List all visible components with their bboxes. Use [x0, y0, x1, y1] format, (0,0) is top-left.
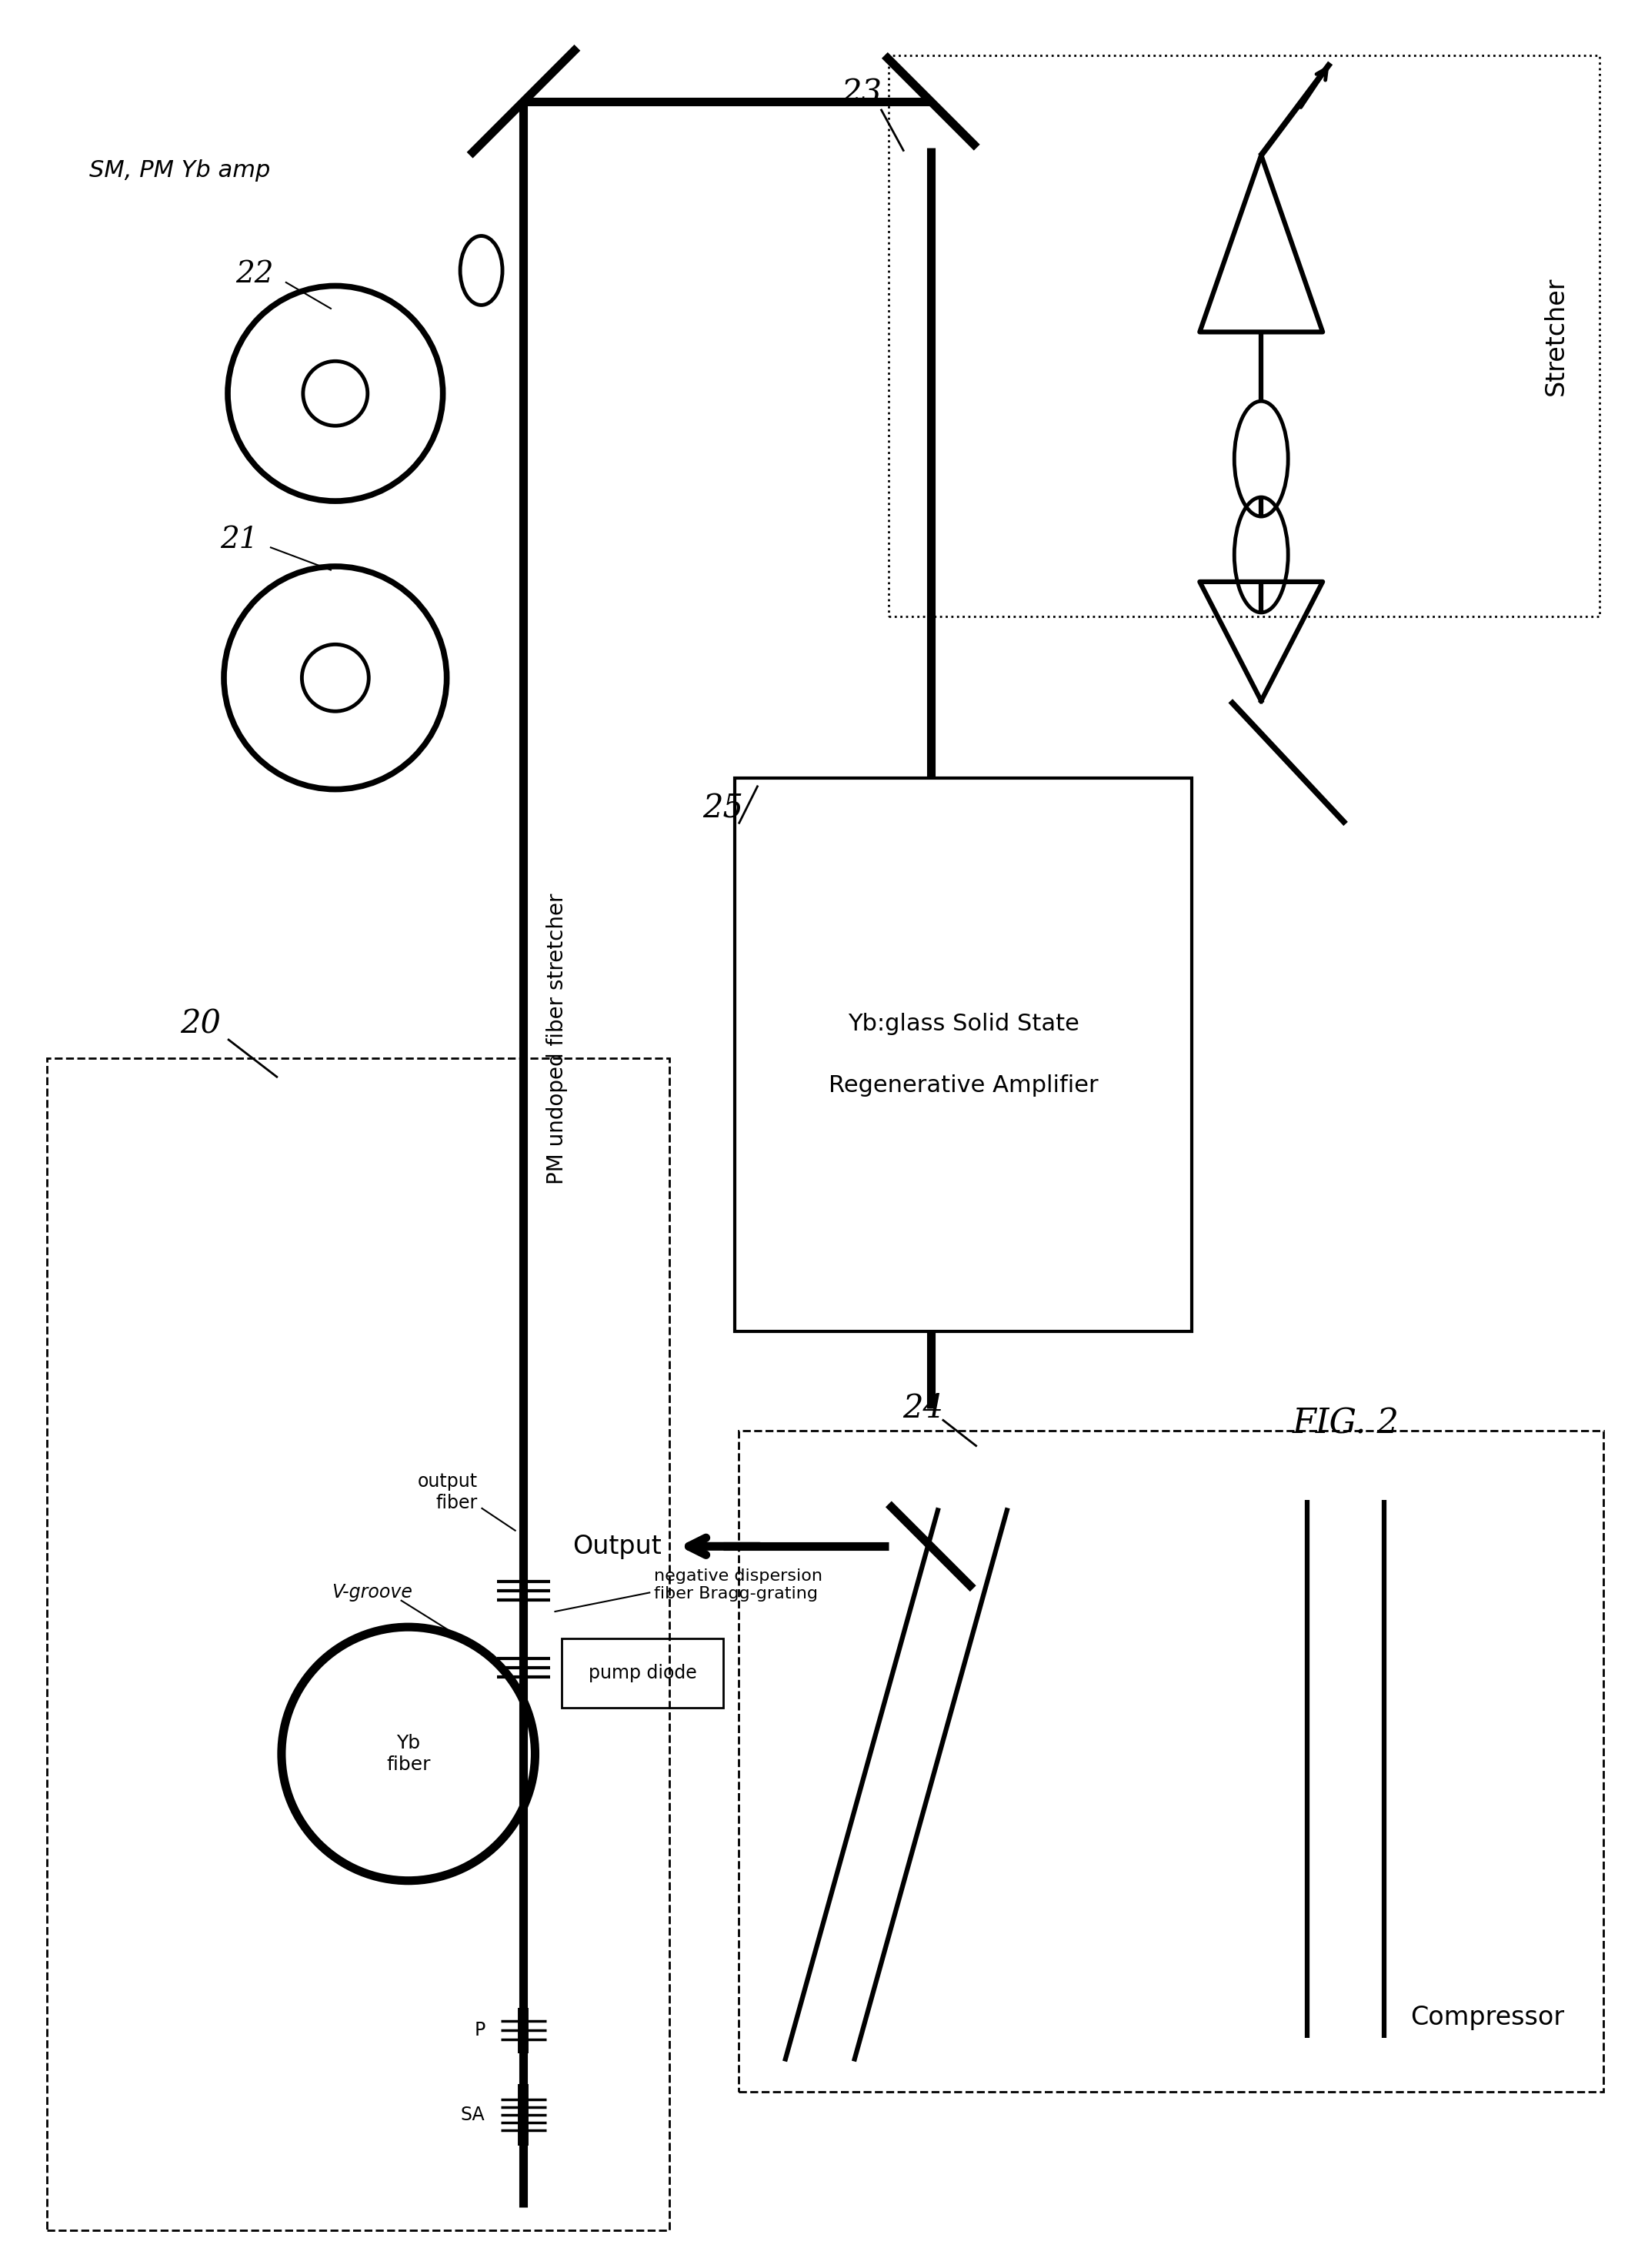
Text: Yb
fiber: Yb fiber [386, 1735, 430, 1774]
Bar [562, 1637, 723, 1708]
Bar [739, 1431, 1604, 2091]
Text: PM undoped fiber stretcher: PM undoped fiber stretcher [547, 894, 568, 1184]
Bar [734, 778, 1192, 1331]
Text: Yb:glass Solid State: Yb:glass Solid State [848, 1012, 1079, 1034]
Text: 21: 21 [220, 526, 259, 553]
Text: SM, PM Yb amp: SM, PM Yb amp [90, 159, 270, 181]
Text: 22: 22 [236, 261, 274, 288]
Text: pump diode: pump diode [588, 1665, 697, 1683]
Text: 25: 25 [703, 792, 744, 826]
Bar [889, 54, 1599, 617]
Text: Output: Output [573, 1533, 663, 1558]
Text: negative dispersion
fiber Bragg-grating: negative dispersion fiber Bragg-grating [654, 1567, 822, 1601]
Text: output
fiber: output fiber [417, 1472, 477, 1513]
Bar [47, 1059, 669, 2229]
Text: Compressor: Compressor [1411, 2005, 1565, 2030]
Text: P: P [474, 2021, 485, 2039]
Text: V-groove: V-groove [332, 1583, 412, 1601]
Text: Regenerative Amplifier: Regenerative Amplifier [829, 1075, 1099, 1095]
Text: 23: 23 [842, 77, 882, 109]
Text: 20: 20 [181, 1007, 221, 1039]
Text: 24: 24 [902, 1393, 944, 1424]
Text: FIG. 2: FIG. 2 [1293, 1406, 1398, 1440]
Text: SA: SA [461, 2107, 485, 2125]
Text: Stretcher: Stretcher [1543, 277, 1568, 395]
